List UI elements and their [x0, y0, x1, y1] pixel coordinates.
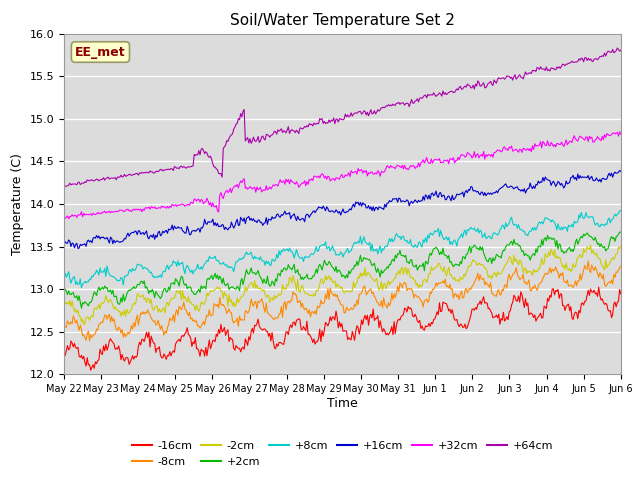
- +64cm: [60, 183, 68, 189]
- -16cm: [595, 284, 602, 290]
- -2cm: [80, 322, 88, 328]
- Line: -8cm: -8cm: [64, 261, 621, 341]
- -8cm: [617, 264, 625, 269]
- -16cm: [470, 307, 478, 313]
- +16cm: [617, 168, 625, 174]
- +32cm: [372, 170, 380, 176]
- +8cm: [399, 233, 407, 239]
- -8cm: [86, 338, 93, 344]
- +8cm: [616, 208, 623, 214]
- +8cm: [617, 208, 625, 214]
- -2cm: [587, 242, 595, 248]
- -2cm: [399, 272, 407, 277]
- +2cm: [567, 249, 575, 254]
- +16cm: [399, 198, 407, 204]
- -8cm: [60, 323, 68, 329]
- -16cm: [399, 312, 407, 317]
- +16cm: [567, 175, 575, 180]
- -8cm: [567, 282, 575, 288]
- +8cm: [234, 257, 242, 263]
- Legend: -16cm, -8cm, -2cm, +2cm, +8cm, +16cm, +32cm, +64cm: -16cm, -8cm, -2cm, +2cm, +8cm, +16cm, +3…: [127, 437, 557, 471]
- -2cm: [60, 302, 68, 308]
- -16cm: [234, 346, 242, 351]
- +32cm: [617, 132, 625, 137]
- +64cm: [567, 60, 575, 65]
- +64cm: [399, 100, 407, 106]
- +2cm: [296, 272, 304, 277]
- -2cm: [234, 300, 242, 305]
- +32cm: [616, 129, 623, 134]
- +2cm: [234, 285, 242, 290]
- Line: -16cm: -16cm: [64, 287, 621, 370]
- +16cm: [74, 246, 82, 252]
- X-axis label: Time: Time: [327, 397, 358, 410]
- +8cm: [567, 224, 575, 229]
- -8cm: [296, 298, 304, 303]
- -16cm: [296, 317, 304, 323]
- -2cm: [470, 258, 478, 264]
- -2cm: [373, 276, 381, 281]
- +8cm: [470, 225, 478, 231]
- +16cm: [373, 204, 381, 210]
- Text: EE_met: EE_met: [75, 46, 126, 59]
- +32cm: [399, 162, 406, 168]
- +8cm: [296, 255, 304, 261]
- +16cm: [470, 188, 478, 193]
- +64cm: [63, 183, 70, 189]
- Line: +8cm: +8cm: [64, 211, 621, 288]
- -16cm: [60, 353, 68, 359]
- Line: +64cm: +64cm: [64, 48, 621, 186]
- +8cm: [77, 285, 85, 291]
- -8cm: [399, 281, 407, 287]
- Y-axis label: Temperature (C): Temperature (C): [11, 153, 24, 255]
- +8cm: [373, 246, 381, 252]
- +32cm: [234, 181, 241, 187]
- +16cm: [616, 168, 623, 173]
- Line: -2cm: -2cm: [64, 245, 621, 325]
- -8cm: [234, 324, 242, 329]
- -2cm: [617, 244, 625, 250]
- -8cm: [470, 280, 478, 286]
- +64cm: [234, 116, 242, 121]
- Line: +2cm: +2cm: [64, 232, 621, 308]
- -8cm: [584, 258, 592, 264]
- Line: +16cm: +16cm: [64, 170, 621, 249]
- +32cm: [469, 154, 477, 159]
- +16cm: [234, 223, 242, 228]
- Line: +32cm: +32cm: [64, 132, 621, 219]
- +2cm: [77, 305, 85, 311]
- +2cm: [399, 252, 407, 258]
- -2cm: [296, 290, 304, 296]
- +2cm: [617, 229, 625, 235]
- +32cm: [566, 138, 573, 144]
- -16cm: [567, 304, 575, 310]
- -8cm: [373, 299, 381, 305]
- +8cm: [60, 276, 68, 282]
- -16cm: [373, 315, 381, 321]
- +64cm: [373, 109, 381, 115]
- -16cm: [617, 291, 625, 297]
- +16cm: [296, 217, 304, 223]
- Title: Soil/Water Temperature Set 2: Soil/Water Temperature Set 2: [230, 13, 455, 28]
- +2cm: [470, 242, 478, 248]
- +64cm: [470, 86, 478, 92]
- -2cm: [567, 269, 575, 275]
- +32cm: [60, 216, 68, 222]
- +64cm: [296, 125, 304, 131]
- +64cm: [614, 45, 621, 51]
- +2cm: [373, 269, 381, 275]
- +32cm: [295, 184, 303, 190]
- -16cm: [87, 367, 95, 373]
- +64cm: [617, 48, 625, 53]
- +2cm: [60, 288, 68, 294]
- +16cm: [60, 240, 68, 246]
